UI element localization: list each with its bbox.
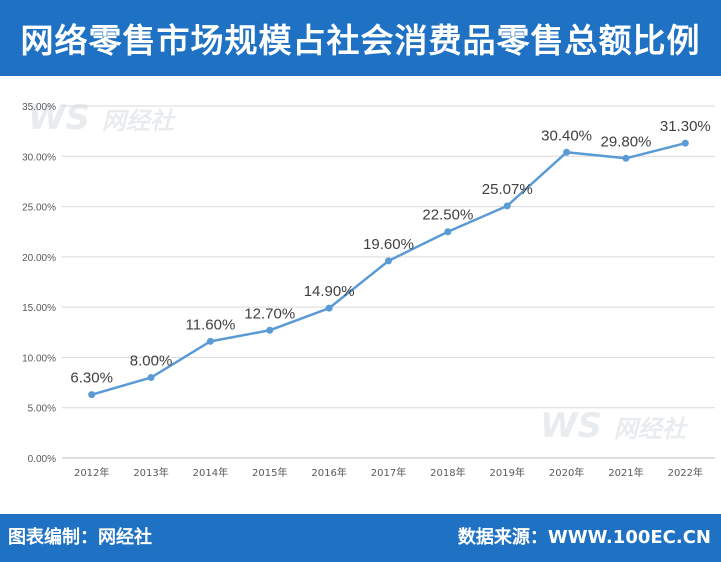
x-tick-label: 2013年	[133, 466, 168, 479]
data-label: 11.60%	[186, 316, 236, 333]
data-point	[444, 228, 452, 236]
data-label: 29.80%	[601, 133, 652, 150]
x-tick-label: 2012年	[74, 466, 109, 479]
chart-title: 网络零售市场规模占社会消费品零售总额比例	[20, 21, 701, 60]
x-tick-label: 2017年	[371, 466, 406, 479]
y-tick-label: 30.00%	[22, 152, 56, 163]
data-point	[622, 154, 630, 162]
footer-credit: 图表编制：网经社	[8, 527, 152, 548]
footer-source: 数据来源：WWW.100EC.CN	[457, 527, 711, 548]
data-point	[147, 374, 155, 382]
data-label: 6.30%	[70, 370, 113, 387]
data-point	[563, 148, 571, 156]
y-tick-label: 10.00%	[22, 353, 56, 364]
chart-area: WS 网经社 WS 网经社 0.00% 5.00% 10.00% 15.00% 20.0…	[0, 76, 721, 514]
data-point	[206, 337, 214, 345]
data-label: 30.40%	[541, 127, 592, 144]
y-tick-label: 25.00%	[22, 203, 56, 214]
data-label: 31.30%	[660, 118, 711, 135]
y-tick-label: 20.00%	[22, 253, 56, 264]
data-point	[266, 326, 274, 334]
data-point	[503, 202, 511, 210]
data-label: 22.50%	[422, 207, 473, 224]
data-label: 8.00%	[130, 353, 173, 370]
data-point	[325, 304, 333, 312]
x-tick-label: 2016年	[311, 466, 346, 479]
x-tick-label: 2021年	[608, 466, 643, 479]
x-tick-label: 2019年	[490, 466, 525, 479]
y-tick-label: 15.00%	[22, 303, 56, 314]
data-point	[385, 257, 392, 265]
header-bar: 网络零售市场规模占社会消费品零售总额比例	[0, 0, 721, 76]
data-point	[88, 391, 96, 399]
data-label: 14.90%	[304, 283, 355, 300]
y-tick-label: 0.00%	[28, 454, 56, 465]
x-tick-label: 2020年	[549, 466, 584, 479]
x-tick-label: 2022年	[668, 466, 703, 479]
data-label: 19.60%	[363, 236, 414, 253]
footer-bar: 图表编制：网经社 数据来源：WWW.100EC.CN	[0, 514, 721, 562]
x-tick-label: 2018年	[430, 466, 465, 479]
data-label: 12.70%	[244, 305, 295, 322]
x-tick-label: 2014年	[193, 466, 228, 479]
x-tick-label: 2015年	[252, 466, 287, 479]
data-label: 25.07%	[482, 181, 533, 198]
data-point	[681, 139, 689, 147]
y-tick-label: 35.00%	[22, 102, 56, 113]
line-chart: 0.00% 5.00% 10.00% 15.00% 20.00% 25.00% 30.00%…	[22, 102, 715, 479]
series-line	[91, 141, 686, 396]
y-tick-label: 5.00%	[28, 404, 56, 415]
